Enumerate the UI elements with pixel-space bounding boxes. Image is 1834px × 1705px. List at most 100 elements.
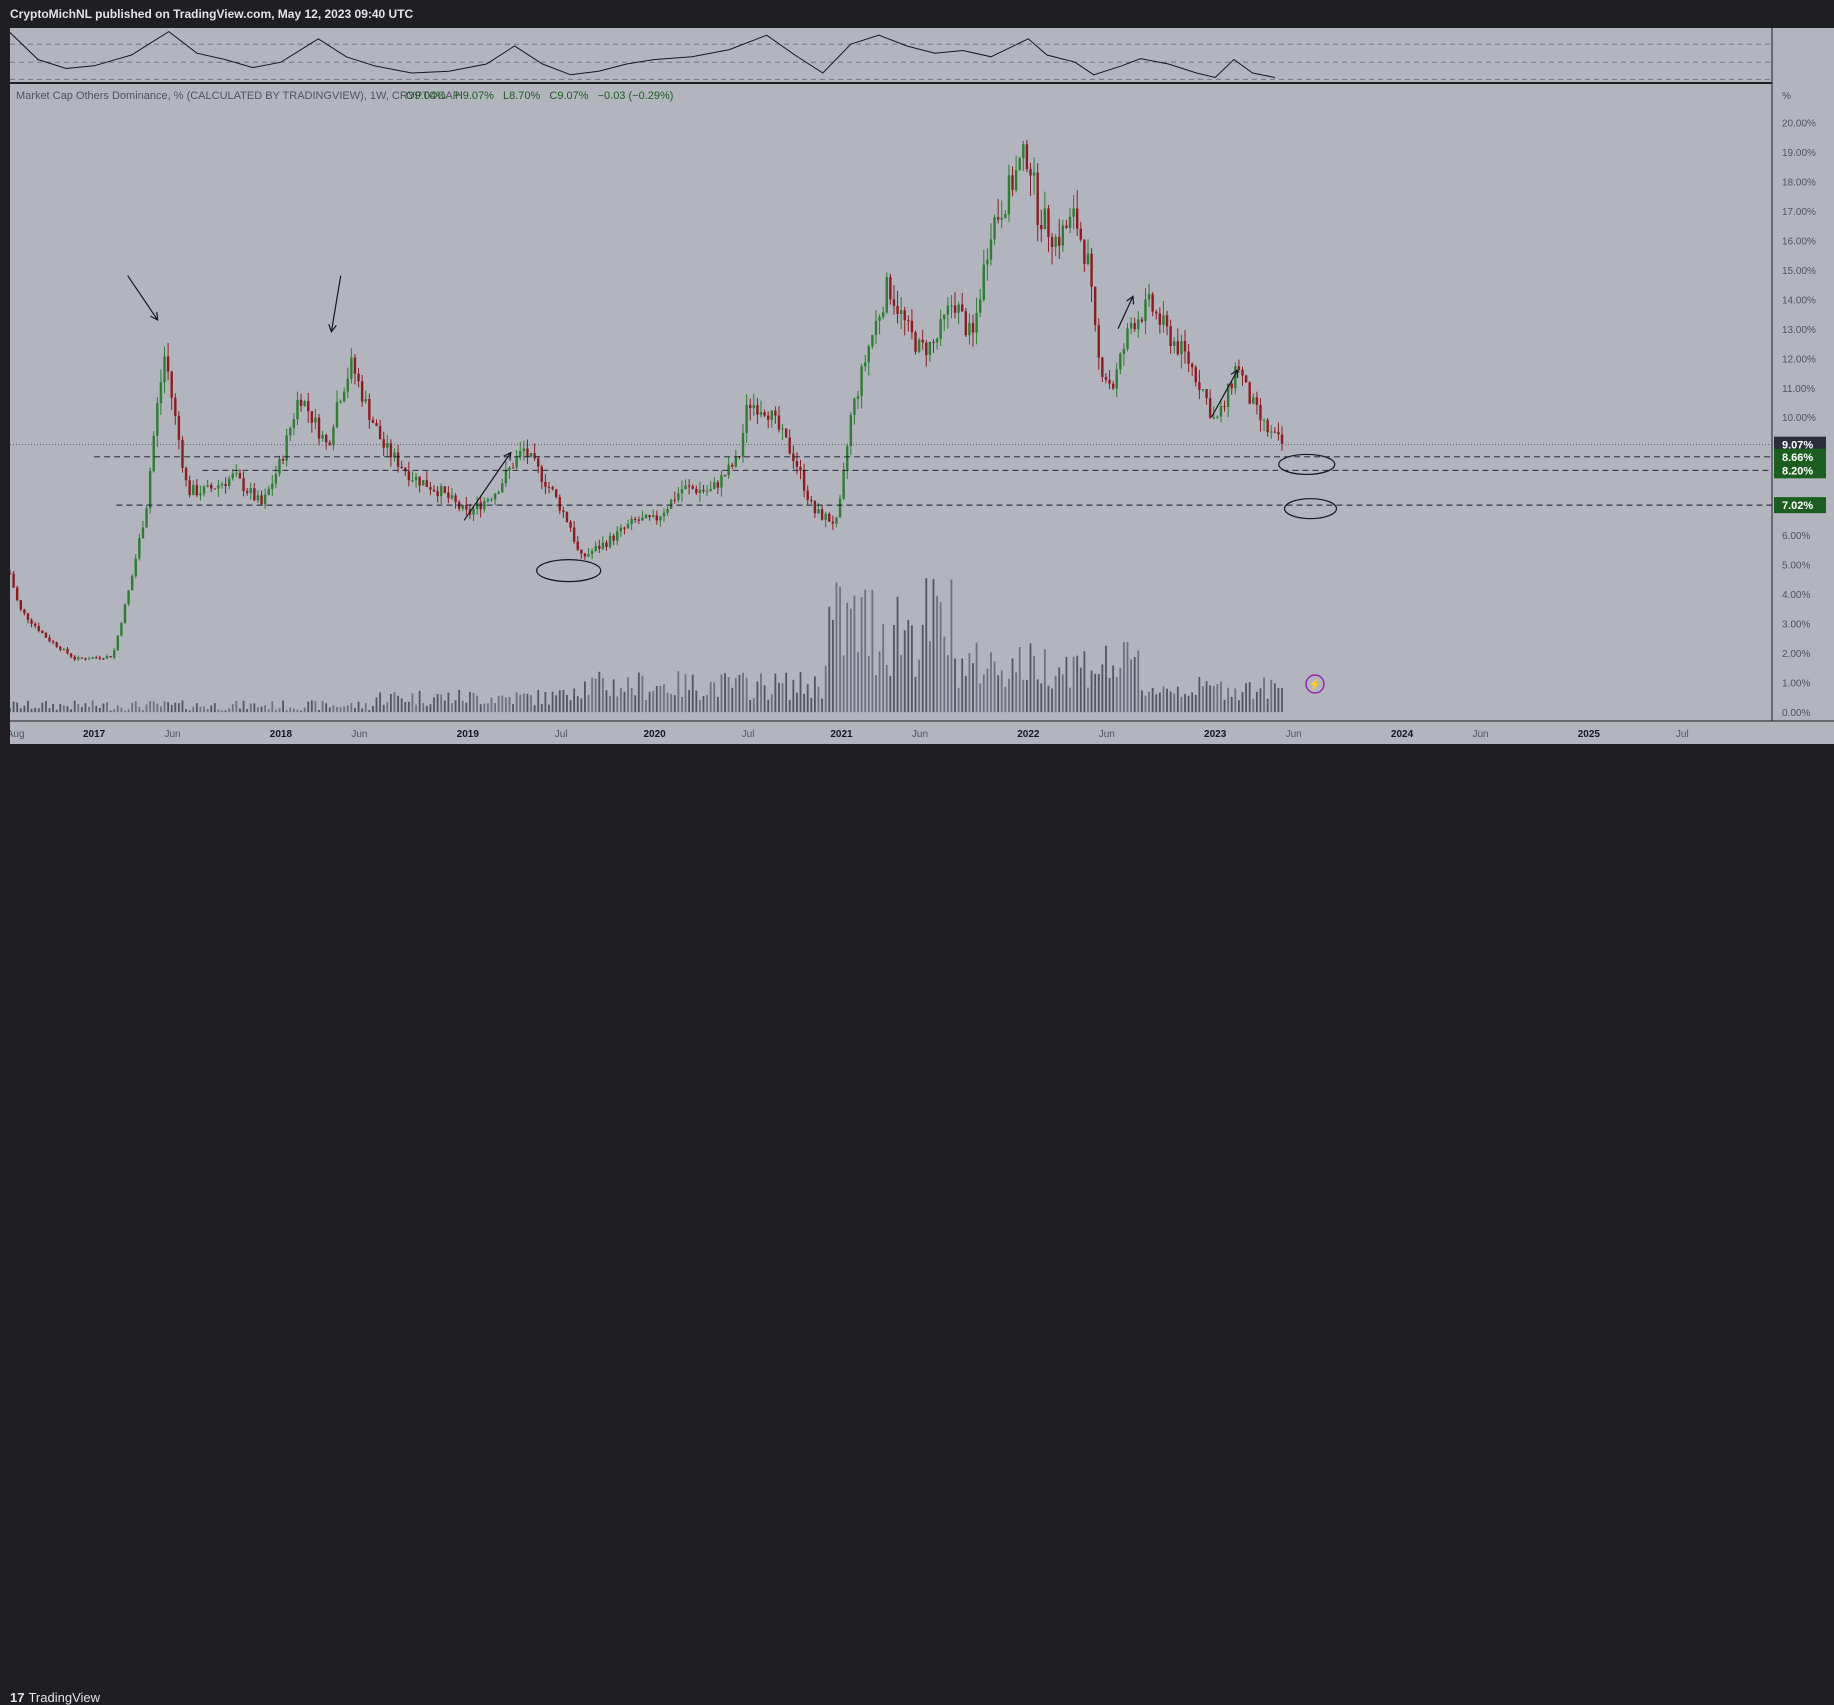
alert-icon[interactable]: ⚡	[1305, 674, 1325, 694]
candle-body	[1183, 341, 1187, 352]
candle-body	[411, 480, 414, 482]
volume-bar	[242, 700, 245, 713]
volume-bar	[810, 697, 813, 713]
volume-bar	[627, 677, 629, 713]
candle-body	[864, 362, 867, 367]
chart-area[interactable]: 80.0040.00 20.00%19.00%18.00%17.00%16.00…	[7, 28, 1834, 840]
candle-body	[260, 495, 263, 505]
volume-bar	[472, 692, 475, 713]
volume-bar	[756, 681, 759, 713]
candle-body	[281, 459, 285, 461]
annotation-ellipse	[536, 558, 602, 583]
svg-text:⚡: ⚡	[1308, 678, 1322, 691]
candle-body	[1076, 208, 1079, 229]
candle-body	[641, 517, 644, 521]
candle-body	[1205, 389, 1208, 399]
y-tick-label: 5.00%	[1782, 561, 1810, 572]
candle-body	[37, 625, 40, 631]
candle-body	[148, 471, 152, 509]
chart-svg[interactable]: 80.0040.00 20.00%19.00%18.00%17.00%16.00…	[7, 28, 1834, 840]
volume-bar	[1227, 687, 1230, 713]
volume-bar	[27, 700, 29, 713]
publisher-bar: CryptoMichNL published on TradingView.co…	[0, 0, 1834, 28]
volume-bar	[1148, 691, 1150, 713]
volume-bar	[30, 708, 33, 713]
candle-body	[1155, 311, 1158, 314]
candle-body	[651, 515, 655, 518]
annotation-arrow	[330, 275, 342, 332]
candle-body	[659, 516, 662, 521]
volume-bar	[720, 674, 723, 713]
legend-change: −0.03 (−0.29%)	[598, 90, 674, 102]
candle-body	[98, 657, 102, 659]
candle-body	[982, 264, 985, 300]
candle-body	[342, 391, 346, 402]
candle-body	[784, 428, 788, 438]
candle-body	[1050, 237, 1054, 247]
volume-bar	[1022, 679, 1025, 713]
volume-bar	[213, 703, 216, 713]
volume-bar	[957, 687, 960, 713]
volume-bar	[871, 589, 874, 713]
legend-symbol: Market Cap Others Dominance, % (CALCULAT…	[16, 90, 460, 102]
volume-bar	[1105, 645, 1107, 713]
volume-bar	[770, 694, 773, 713]
volume-bar	[666, 692, 669, 713]
volume-bar	[292, 708, 295, 713]
candle-body	[817, 509, 820, 514]
volume-bar	[364, 703, 367, 713]
volume-bar	[199, 706, 202, 713]
candle-body	[1061, 225, 1065, 246]
candle-body	[1280, 434, 1284, 444]
volume-bar	[1108, 677, 1111, 713]
candle-body	[1022, 144, 1025, 159]
volume-bar	[530, 694, 532, 713]
candle-body	[580, 549, 583, 554]
y-tick-label: 3.00%	[1782, 620, 1810, 631]
candle-body	[605, 542, 608, 547]
candle-body	[73, 656, 76, 660]
candle-body	[695, 488, 698, 494]
volume-bar	[52, 703, 55, 713]
annotation-arrow-head	[1230, 368, 1239, 379]
candle-body	[163, 356, 166, 383]
candle-body	[554, 489, 558, 497]
x-tick-label: 2018	[270, 729, 293, 740]
volume-bar	[368, 709, 371, 713]
volume-bar	[713, 682, 716, 713]
volume-bar	[1155, 694, 1158, 713]
x-tick-label: 2020	[644, 729, 667, 740]
volume-bar	[224, 710, 227, 713]
volume-bar	[562, 690, 565, 713]
candle-body	[152, 435, 155, 472]
candle-body	[727, 464, 730, 476]
candle-body	[598, 545, 601, 549]
candle-body	[1090, 253, 1093, 287]
candle-body	[777, 415, 781, 430]
candle-body	[382, 439, 385, 448]
candle-body	[853, 398, 856, 415]
candle-body	[705, 490, 709, 492]
volume-bar	[1083, 651, 1086, 713]
panel-divider	[10, 82, 1834, 84]
volume-bar	[1151, 688, 1154, 713]
candle-body	[472, 508, 475, 515]
tradingview-logo[interactable]: 17 TradingView	[10, 1690, 100, 1705]
candle-body	[842, 469, 845, 499]
candle-body	[1122, 348, 1126, 354]
volume-bar	[332, 705, 335, 713]
legend-open: O9.04%	[406, 90, 446, 102]
candle-body	[84, 658, 87, 660]
candle-body	[307, 400, 310, 412]
candle-body	[1108, 379, 1111, 384]
volume-bar	[476, 695, 479, 713]
x-tick-label: 2025	[1578, 729, 1601, 740]
volume-layer	[9, 578, 1283, 713]
candle-body	[731, 464, 734, 467]
candle-body	[616, 531, 619, 541]
volume-bar	[1123, 641, 1125, 713]
candle-body	[802, 470, 806, 491]
volume-bar	[637, 672, 640, 713]
annotation-layer	[127, 275, 1338, 583]
volume-bar	[749, 699, 752, 713]
